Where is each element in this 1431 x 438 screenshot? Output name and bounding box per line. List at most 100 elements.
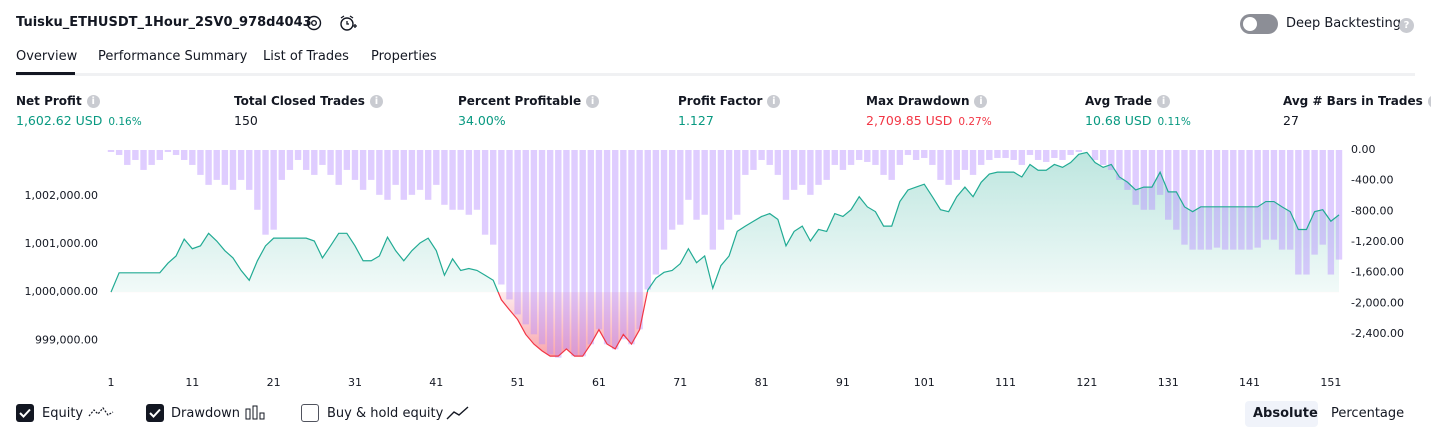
- drawdown-bar: [636, 150, 643, 330]
- drawdown-bar: [400, 150, 407, 200]
- drawdown-bar: [717, 150, 725, 230]
- drawdown-bar: [1034, 150, 1042, 160]
- drawdown-bar: [546, 150, 554, 355]
- active-tab-underline: [16, 72, 75, 75]
- metric-value: 34.00%: [458, 113, 506, 128]
- info-icon[interactable]: i: [1427, 95, 1431, 108]
- drawdown-bar: [1262, 150, 1270, 240]
- drawdown-bar: [709, 150, 717, 250]
- drawdown-bar: [644, 150, 651, 290]
- info-icon[interactable]: i: [586, 95, 600, 108]
- drawdown-bar: [1165, 150, 1172, 220]
- y-tick-label: 999,000.00: [35, 333, 98, 346]
- drawdown-bar: [1140, 150, 1148, 210]
- x-tick-label: 131: [1158, 376, 1179, 389]
- drawdown-bar: [1213, 150, 1221, 248]
- metric-number: 1.127: [678, 113, 714, 128]
- drawdown-bar: [514, 150, 521, 315]
- drawdown-bar: [766, 150, 773, 165]
- drawdown-bar: [555, 150, 562, 358]
- drawdown-bar: [1221, 150, 1229, 250]
- drawdown-bar: [750, 150, 757, 170]
- info-icon[interactable]: i: [767, 95, 781, 108]
- mode-button[interactable]: Absolute: [1253, 406, 1318, 421]
- drawdown-bar: [1091, 150, 1099, 160]
- checkbox[interactable]: [146, 404, 164, 422]
- metric-label: Profit Factor i: [678, 94, 781, 108]
- drawdown-bar: [359, 150, 367, 190]
- buy-hold-icon: [446, 406, 469, 420]
- drawdown-bar: [416, 150, 424, 190]
- drawdown-bar: [197, 150, 204, 175]
- info-icon[interactable]: i: [369, 95, 383, 108]
- drawdown-bar: [538, 150, 546, 345]
- settings-icon[interactable]: [305, 14, 323, 32]
- mode-button[interactable]: Percentage: [1331, 406, 1405, 421]
- drawdown-bar: [660, 150, 668, 250]
- metric-value: 150: [234, 113, 258, 128]
- drawdown-bar: [164, 150, 172, 152]
- x-tick-label: 71: [673, 376, 687, 389]
- drawdown-bar: [1108, 150, 1115, 170]
- metric-value: 1.127: [678, 113, 714, 128]
- drawdown-bar: [1173, 150, 1180, 230]
- y2-tick-label: -800.00: [1351, 204, 1393, 217]
- drawdown-bar: [294, 150, 302, 160]
- x-tick-label: 21: [267, 376, 281, 389]
- drawdown-bar: [1067, 150, 1074, 155]
- checkbox[interactable]: [301, 404, 319, 422]
- drawdown-icon: [245, 405, 265, 420]
- drawdown-bar: [799, 150, 806, 185]
- drawdown-bar: [490, 150, 497, 245]
- info-icon[interactable]: i: [1157, 95, 1171, 108]
- drawdown-bar: [229, 150, 237, 190]
- x-tick-label: 121: [1076, 376, 1097, 389]
- drawdown-bar: [701, 150, 708, 215]
- drawdown-bar: [677, 150, 684, 225]
- drawdown-bar: [831, 150, 838, 165]
- drawdown-bar: [1246, 150, 1253, 250]
- drawdown-bar: [1287, 150, 1294, 250]
- drawdown-bar: [408, 150, 416, 195]
- drawdown-bar: [449, 150, 456, 210]
- info-icon[interactable]: i: [974, 95, 988, 108]
- drawdown-bar: [961, 150, 969, 170]
- drawdown-bar: [262, 150, 269, 235]
- deep-backtesting-toggle[interactable]: [1240, 14, 1278, 34]
- x-tick-label: 1: [108, 376, 115, 389]
- tab[interactable]: Properties: [371, 49, 437, 64]
- drawdown-bar: [205, 150, 212, 185]
- drawdown-bar: [351, 150, 359, 180]
- tab[interactable]: List of Trades: [263, 49, 349, 64]
- drawdown-bar: [847, 150, 855, 165]
- drawdown-bar: [1254, 150, 1261, 248]
- help-icon[interactable]: ?: [1399, 18, 1414, 33]
- drawdown-bar: [612, 150, 619, 350]
- drawdown-bar: [1043, 150, 1050, 162]
- drawdown-bar: [107, 150, 115, 152]
- legend-label: Buy & hold equity: [327, 406, 444, 421]
- drawdown-bar: [1303, 150, 1310, 275]
- x-tick-label: 31: [348, 376, 362, 389]
- drawdown-bar: [254, 150, 261, 210]
- info-icon[interactable]: i: [86, 95, 100, 108]
- drawdown-bar: [668, 150, 676, 230]
- tab[interactable]: Overview: [16, 49, 78, 64]
- drawdown-bar: [384, 150, 391, 200]
- drawdown-bar: [1230, 150, 1237, 250]
- drawdown-bar: [1311, 150, 1318, 255]
- y-tick-label: 1,002,000.00: [25, 189, 98, 202]
- mode-button-bg: [1245, 401, 1318, 427]
- checkbox[interactable]: [16, 404, 34, 422]
- metric-label: Percent Profitable i: [458, 94, 600, 108]
- tab[interactable]: Performance Summary: [98, 49, 248, 64]
- drawdown-bar: [815, 150, 822, 185]
- alert-icon[interactable]: [338, 13, 358, 33]
- drawdown-bar: [1270, 150, 1278, 240]
- metric-label: Net Profit i: [16, 94, 100, 108]
- x-tick-label: 51: [511, 376, 525, 389]
- drawdown-bar: [1335, 150, 1343, 260]
- drawdown-bar: [742, 150, 749, 175]
- drawdown-bar: [465, 150, 473, 215]
